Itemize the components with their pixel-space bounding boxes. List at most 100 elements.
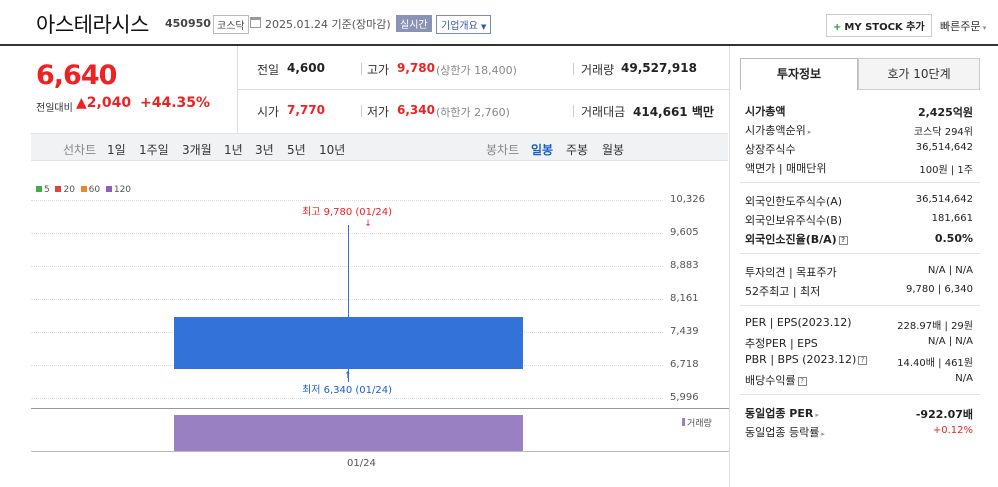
info-value: 36,514,642 — [915, 142, 973, 153]
base-date: 2025.01.24 기준(장마감) — [265, 18, 391, 31]
chart-period-bar: 선차트 1일 1주일 3개월 1년 3년 5년 10년 봉차트 일봉 주봉 월봉 — [31, 133, 728, 161]
company-overview-dropdown[interactable]: 기업개요 ▼ — [436, 15, 492, 34]
calendar-icon — [250, 17, 261, 28]
quick-order-link[interactable]: 빠른주문 ▾ — [940, 20, 987, 33]
period-1d[interactable]: 1일 — [107, 143, 126, 157]
gridline — [31, 398, 663, 399]
arrow-right-icon: ▸ — [821, 430, 825, 438]
divider — [740, 253, 980, 254]
volume-legend: 거래량 — [682, 416, 712, 429]
legend-swatch — [80, 186, 87, 192]
x-tick-label: 01/24 — [347, 458, 376, 469]
amount-label: 거래대금 — [581, 105, 626, 119]
tab-hoga-10[interactable]: 호가 10단계 — [858, 58, 980, 90]
prev-close-label: 전일 — [257, 63, 280, 77]
open-label: 시가 — [257, 105, 280, 119]
y-tick-label: 7,439 — [670, 326, 699, 337]
help-icon: ? — [838, 235, 848, 245]
ma-legend: 5 20 60 120 — [36, 185, 131, 195]
chevron-down-icon: ▾ — [980, 24, 987, 32]
legend-ma60: 60 — [80, 185, 100, 195]
info-label: 시가총액 — [745, 105, 786, 118]
y-tick-label: 8,883 — [670, 260, 699, 271]
info-label: 외국인한도주식수(A) — [745, 195, 843, 208]
change-value: ▲2,040 — [76, 95, 132, 111]
legend-ma20: 20 — [55, 185, 75, 195]
info-label: 동일업종 PER ▸ — [745, 407, 819, 420]
y-tick-label: 5,996 — [670, 392, 699, 403]
prev-close-value: 4,600 — [287, 61, 325, 75]
legend-swatch — [36, 186, 42, 192]
period-1w[interactable]: 1주일 — [139, 143, 169, 157]
plus-icon: + — [833, 22, 842, 33]
info-label: 외국인보유주식수(B) — [745, 214, 843, 227]
open-value: 7,770 — [287, 103, 325, 117]
info-value: 181,661 — [931, 213, 973, 224]
candle-weekly[interactable]: 주봉 — [566, 143, 589, 157]
period-3y[interactable]: 3년 — [255, 143, 274, 157]
info-label: PBR | BPS (2023.12)? — [745, 353, 868, 366]
high-annotation: 최고 9,780 (01/24) ↓ — [302, 203, 392, 229]
period-5y[interactable]: 5년 — [287, 143, 306, 157]
high-value: 9,780 — [397, 61, 435, 75]
info-value: N/A | N/A — [927, 336, 973, 347]
low-annotation-text: 최저 6,340 (01/24) — [302, 385, 393, 397]
info-label: 동일업종 등락률 ▸ — [745, 426, 825, 439]
info-label: 배당수익률? — [745, 372, 807, 388]
gridline — [31, 266, 663, 267]
legend-swatch — [682, 418, 685, 426]
arrow-right-icon: ▸ — [807, 128, 812, 136]
y-tick-label: 6,718 — [670, 359, 699, 370]
info-value: 14.40배 | 461원 — [897, 358, 973, 369]
candle-daily[interactable]: 일봉 — [531, 143, 554, 157]
info-label: 외국인소진율(B/A)? — [745, 231, 848, 247]
volume-bar — [174, 415, 523, 451]
info-value: 100원 | 1주 — [919, 165, 973, 176]
panel-divider — [729, 46, 730, 487]
info-label: 투자의견 | 목표주가 — [745, 266, 837, 279]
stock-name: 아스테라시스 — [36, 13, 149, 37]
gridline — [31, 200, 663, 201]
period-10y[interactable]: 10년 — [319, 143, 346, 157]
low-annotation: ↑ 최저 6,340 (01/24) — [302, 370, 392, 396]
current-price: 6,640 — [36, 60, 117, 91]
info-value: 0.50% — [934, 232, 973, 245]
info-value: 36,514,642 — [915, 194, 973, 205]
y-tick-label: 8,161 — [670, 293, 699, 304]
info-value: -922.07배 — [915, 408, 973, 421]
stock-code: 450950 — [165, 17, 211, 30]
high-annotation-text: 최고 9,780 (01/24) — [302, 206, 393, 218]
candle-monthly[interactable]: 월봉 — [602, 143, 625, 157]
y-tick-label: 9,605 — [670, 227, 699, 238]
candle-body[interactable] — [174, 316, 523, 369]
legend-swatch — [105, 186, 112, 192]
low-value: 6,340 — [397, 103, 435, 117]
legend-ma5: 5 — [36, 185, 50, 195]
info-label: 액면가 | 매매단위 — [745, 162, 827, 175]
info-value: 228.97배 | 29원 — [897, 321, 973, 332]
divider — [740, 182, 980, 183]
period-3m[interactable]: 3개월 — [182, 143, 212, 157]
info-label: PER | EPS(2023.12) — [745, 316, 852, 329]
info-value: 2,425억원 — [917, 106, 973, 119]
high-label: 고가 — [367, 63, 390, 77]
help-icon: ? — [797, 376, 807, 386]
volume-value: 49,527,918 — [621, 61, 697, 75]
divider — [237, 89, 729, 90]
my-stock-add-button[interactable]: + MY STOCK 추가 — [826, 14, 932, 37]
realtime-button[interactable]: 실시간 — [396, 15, 432, 32]
tab-invest-info[interactable]: 투자정보 — [740, 58, 858, 90]
gridline — [31, 299, 663, 300]
candle-wick — [348, 224, 349, 383]
legend-swatch — [55, 186, 62, 192]
stock-header: 아스테라시스 450950 코스닥 2025.01.24 기준(장마감) 실시간… — [0, 0, 998, 46]
legend-ma120: 120 — [105, 185, 131, 195]
change-percent: +44.35% — [140, 95, 211, 111]
period-1y[interactable]: 1년 — [224, 143, 243, 157]
upper-limit: (상한가 18,400) — [436, 64, 517, 77]
info-label: 추정PER | EPS — [745, 337, 818, 350]
chevron-down-icon: ▼ — [481, 23, 487, 31]
divider — [740, 305, 980, 306]
info-label: 시가총액순위 ▸ — [745, 124, 812, 137]
up-arrow-icon: ↑ — [344, 371, 352, 382]
